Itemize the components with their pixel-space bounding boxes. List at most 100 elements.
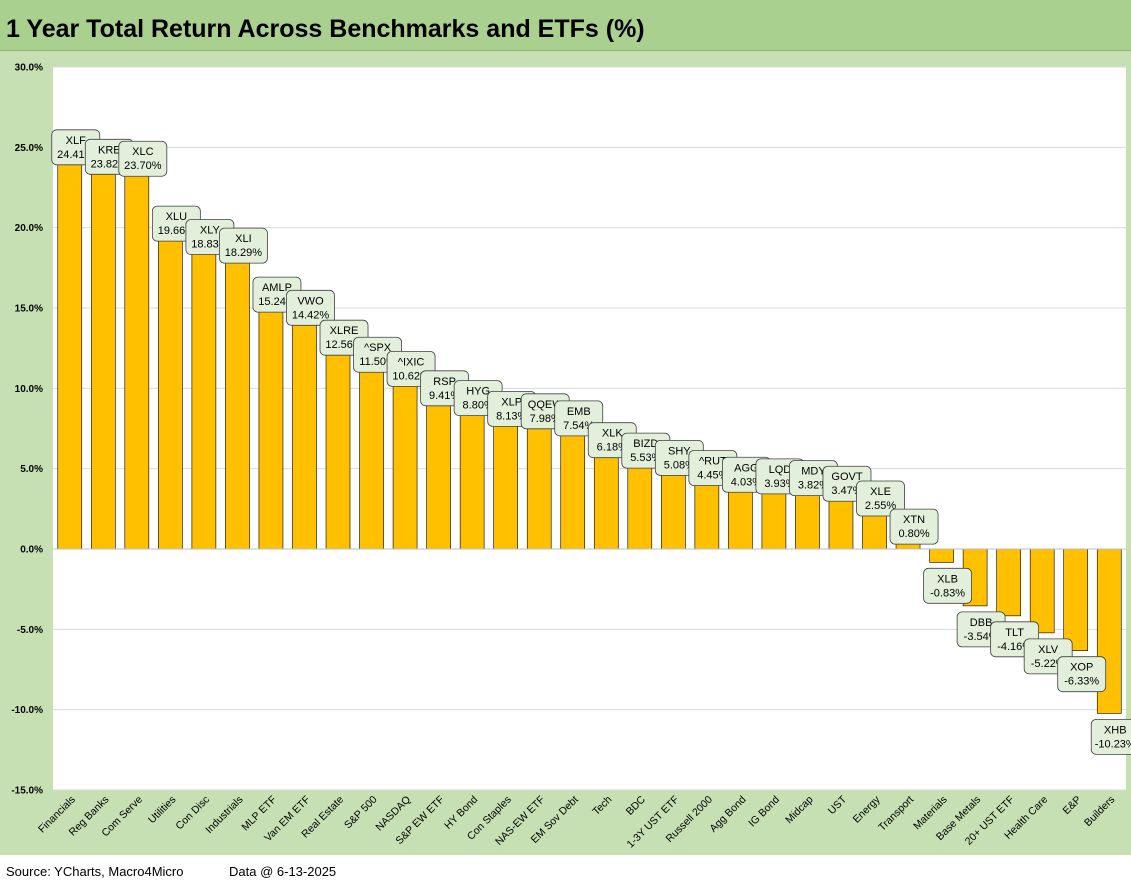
bar	[627, 459, 653, 550]
data-label-value: 9.41%	[429, 390, 460, 402]
bar	[728, 483, 753, 550]
bar	[694, 477, 720, 550]
data-label-value: 14.42%	[292, 309, 330, 321]
data-label-ticker: XLC	[132, 146, 153, 158]
bar	[191, 246, 217, 550]
data-label-value: 0.80%	[898, 528, 929, 540]
data-label-ticker: AMLP	[262, 282, 292, 294]
data-label-box	[1057, 656, 1107, 693]
data-label-value: 4.03%	[731, 476, 762, 488]
x-category-label: BDC	[624, 793, 648, 817]
data-label-value: -5.22%	[1031, 658, 1066, 670]
title-bar: 1 Year Total Return Across Benchmarks an…	[0, 0, 1131, 51]
data-label-ticker: TLT	[1005, 627, 1024, 639]
bar	[258, 303, 284, 550]
data-label-ticker: XLP	[501, 396, 522, 408]
data-label-value: 4.45%	[697, 470, 728, 482]
data-label-ticker: VWO	[297, 295, 324, 307]
y-tick-label: -15.0%	[11, 786, 43, 797]
bar	[392, 378, 418, 550]
chart-title: 1 Year Total Return Across Benchmarks an…	[6, 15, 645, 43]
data-label-ticker: XHB	[1104, 724, 1127, 736]
bar	[661, 467, 686, 550]
x-category-label: UST	[826, 793, 850, 817]
data-date-note: Data @ 6-13-2025	[229, 864, 337, 879]
x-category-label: Builders	[1082, 794, 1117, 829]
data-label-value: -0.83%	[930, 587, 965, 599]
y-tick-label: 25.0%	[15, 143, 43, 154]
data-label-ticker: BIZD	[633, 438, 658, 450]
data-label-ticker: XLE	[870, 486, 891, 498]
x-category-label: Tech	[590, 794, 614, 818]
bar	[90, 165, 116, 550]
y-tick-label: -10.0%	[11, 705, 43, 716]
x-category-label: IG Bond	[746, 794, 782, 830]
data-label-box	[923, 567, 972, 604]
data-label-ticker: XLB	[937, 573, 958, 585]
data-label-ticker: XLY	[200, 224, 221, 236]
data-label-ticker: XLU	[166, 211, 187, 223]
bar	[996, 548, 1021, 617]
bar	[158, 232, 183, 550]
data-label-box	[219, 227, 268, 264]
bar	[1063, 548, 1089, 652]
bar	[325, 346, 351, 550]
data-label-value: 3.93%	[764, 478, 795, 490]
data-label-value: 8.80%	[463, 400, 494, 412]
data-label-ticker: XTN	[903, 514, 925, 526]
source-note: Source: YCharts, Macro4Micro	[6, 864, 184, 879]
data-label-box	[1090, 718, 1131, 755]
data-label-ticker: XLK	[602, 428, 623, 440]
data-label-value: 7.54%	[563, 420, 594, 432]
y-tick-label: 20.0%	[15, 223, 43, 234]
x-category-label: Agg Bond	[707, 794, 748, 835]
bar	[493, 418, 518, 550]
data-label-ticker: KRE	[98, 144, 121, 156]
data-label-value: -6.33%	[1064, 676, 1099, 688]
y-tick-label: 30.0%	[15, 63, 43, 74]
bar	[1029, 548, 1055, 634]
data-label-box	[286, 289, 335, 326]
bar	[593, 449, 619, 550]
bar	[526, 420, 552, 550]
data-label-box	[889, 508, 939, 545]
data-label-ticker: XOP	[1070, 662, 1093, 674]
data-label-value: 7.98%	[530, 413, 561, 425]
y-tick-label: 15.0%	[15, 304, 43, 315]
data-label-ticker: LQD	[769, 464, 792, 476]
x-category-label: Utilities	[146, 794, 178, 826]
data-label-ticker: ^IXIC	[398, 356, 425, 368]
bar	[57, 156, 83, 550]
data-label-ticker: HYG	[466, 386, 490, 398]
y-tick-label: 10.0%	[15, 384, 43, 395]
data-label-value: 8.13%	[496, 410, 527, 422]
data-label-value: 6.18%	[597, 442, 628, 454]
data-label-box	[118, 140, 168, 177]
bar	[426, 397, 451, 550]
x-category-label: Midcap	[783, 794, 816, 827]
data-label-ticker: XLV	[1038, 644, 1059, 656]
data-label-ticker: XLI	[235, 233, 252, 245]
data-label-value: 3.47%	[831, 485, 862, 497]
data-label-ticker: ^RUT	[699, 456, 727, 468]
y-tick-label: 0.0%	[20, 545, 43, 556]
footer: Source: YCharts, Macro4Micro Data @ 6-13…	[0, 855, 1131, 888]
data-label-value: 5.08%	[664, 459, 695, 471]
data-label-value: -4.16%	[997, 641, 1032, 653]
bar	[124, 167, 150, 550]
data-label-value: 23.70%	[124, 160, 162, 172]
data-label-ticker: EMB	[567, 406, 591, 418]
data-label-value: 5.53%	[630, 452, 661, 464]
bar	[761, 485, 787, 550]
bar	[929, 548, 954, 563]
bar-chart: 30.0% 25.0% 20.0% 15.0% 10.0% 5.0% 0.0% -5.0% -1…	[11, 63, 1131, 851]
data-label-ticker: RSP	[433, 376, 456, 388]
bar	[359, 363, 384, 550]
x-category-label: Transport	[876, 794, 916, 834]
data-label-value: -10.23%	[1095, 738, 1131, 750]
x-category-label: E&P	[1060, 794, 1083, 817]
data-label-ticker: SHY	[668, 445, 691, 457]
data-label-value: 3.82%	[798, 480, 829, 492]
bar	[560, 427, 586, 550]
